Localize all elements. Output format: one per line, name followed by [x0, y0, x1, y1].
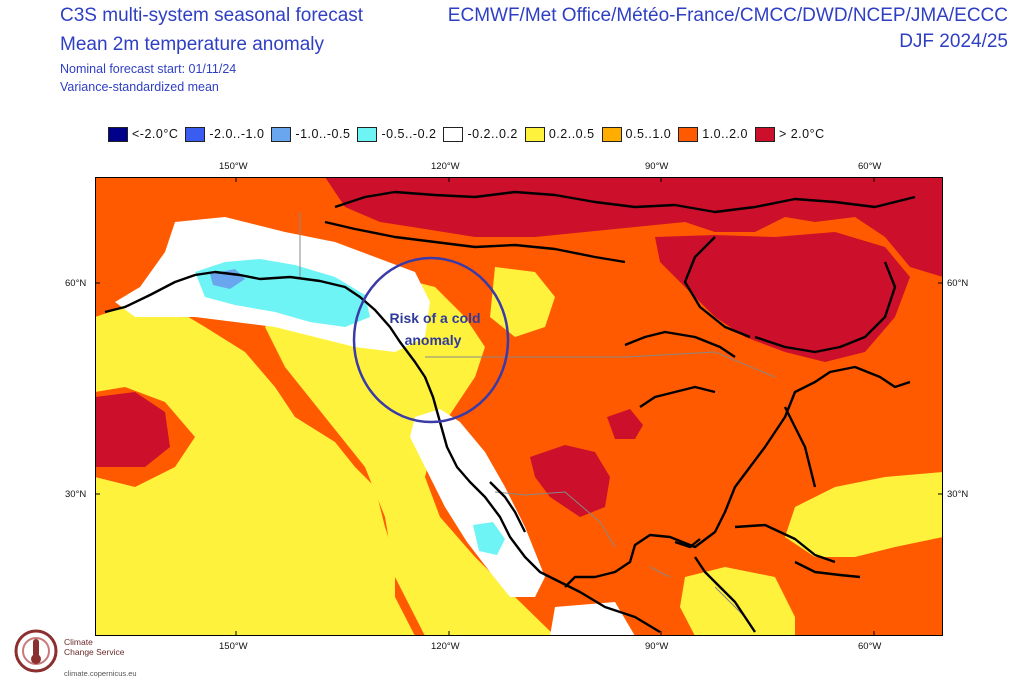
lat-tick-left: 30°N: [65, 489, 87, 500]
anomaly-fill-red-central: [607, 409, 643, 439]
legend-label: > 2.0°C: [778, 127, 825, 141]
centres-label: ECMWF/Met Office/Météo-France/CMCC/DWD/N…: [447, 5, 1008, 26]
logo-text-line1: Climate: [64, 637, 93, 647]
anomaly-fill-cyan-pacific: [473, 522, 505, 555]
legend-label: -2.0..-1.0: [209, 127, 265, 141]
lat-tick-right: 30°N: [947, 489, 969, 500]
lon-tick-bottom: 150°W: [219, 641, 248, 652]
legend-item: -1.0..-0.5: [271, 126, 351, 142]
legend-item: 0.2..0.5: [524, 126, 595, 142]
legend-label: -0.2..0.2: [467, 127, 518, 141]
color-legend: <-2.0°C -2.0..-1.0 -1.0..-0.5 -0.5..-0.2…: [108, 125, 832, 143]
legend-label: 0.2..0.5: [548, 127, 595, 141]
legend-label: <-2.0°C: [132, 127, 179, 141]
lon-tick-bottom: 120°W: [431, 641, 460, 652]
legend-swatch: [601, 126, 622, 142]
legend-label: -1.0..-0.5: [295, 127, 351, 141]
lon-tick-top: 60°W: [858, 161, 882, 172]
legend-swatch: [271, 126, 292, 142]
anomaly-map: Risk of a cold anomaly: [95, 177, 943, 636]
lat-tick-left: 60°N: [65, 278, 87, 289]
logo-url: climate.copernicus.eu: [64, 669, 137, 678]
legend-label: -0.5..-0.2: [381, 127, 437, 141]
legend-item: <-2.0°C: [108, 126, 179, 142]
anomaly-fill-red-pacific: [95, 392, 170, 467]
anomaly-fill-yellow-coast: [265, 277, 555, 636]
method-label: Variance-standardized mean: [60, 80, 219, 94]
legend-label: 1.0..2.0: [702, 127, 748, 141]
legend-swatch: [357, 126, 378, 142]
anomaly-fill-red-north: [325, 177, 943, 277]
legend-item: -2.0..-1.0: [185, 126, 265, 142]
title-line-1: C3S multi-system seasonal forecast: [60, 5, 364, 26]
annotation-text-line2: anomaly: [405, 332, 462, 348]
legend-item: -0.2..0.2: [443, 126, 518, 142]
anomaly-fill-yellow-east: [785, 472, 943, 557]
anomaly-fill-yellow-caribbean: [680, 567, 795, 636]
border-lines: [299, 212, 776, 618]
legend-swatch: [754, 126, 775, 142]
legend-item: -0.5..-0.2: [357, 126, 437, 142]
anomaly-fill-yellow-pacific: [95, 297, 415, 636]
legend-swatch: [108, 126, 128, 142]
season-label: DJF 2024/25: [899, 31, 1008, 52]
title-line-2: Mean 2m temperature anomaly: [60, 34, 325, 55]
anomaly-fill-white-coast: [410, 409, 545, 597]
copernicus-logo: Climate Change Service climate.copernicu…: [12, 627, 162, 679]
forecast-start-label: Nominal forecast start: 01/11/24: [60, 62, 237, 76]
annotation-circle: [352, 256, 510, 424]
legend-swatch: [185, 126, 206, 142]
legend-item: 1.0..2.0: [678, 126, 748, 142]
map-frame: [95, 177, 943, 636]
legend-label: 0.5..1.0: [625, 127, 672, 141]
legend-item: > 2.0°C: [754, 126, 825, 142]
annotation-text-line1: Risk of a cold: [389, 310, 480, 326]
logo-text-line2: Change Service: [64, 647, 125, 657]
lon-tick-top: 150°W: [219, 161, 248, 172]
legend-swatch: [443, 126, 464, 142]
legend-swatch: [678, 126, 699, 142]
lon-tick-bottom: 60°W: [858, 641, 882, 652]
legend-swatch: [524, 126, 545, 142]
lon-tick-top: 90°W: [645, 161, 669, 172]
legend-item: 0.5..1.0: [601, 126, 672, 142]
lon-tick-top: 120°W: [431, 161, 460, 172]
anomaly-fill-red-southwest: [530, 445, 610, 517]
lat-tick-right: 60°N: [947, 278, 969, 289]
lon-tick-bottom: 90°W: [645, 641, 669, 652]
anomaly-fill-red-quebec: [655, 232, 910, 362]
coastline-lines: [104, 190, 916, 634]
thermometer-logo-icon: [14, 629, 58, 673]
